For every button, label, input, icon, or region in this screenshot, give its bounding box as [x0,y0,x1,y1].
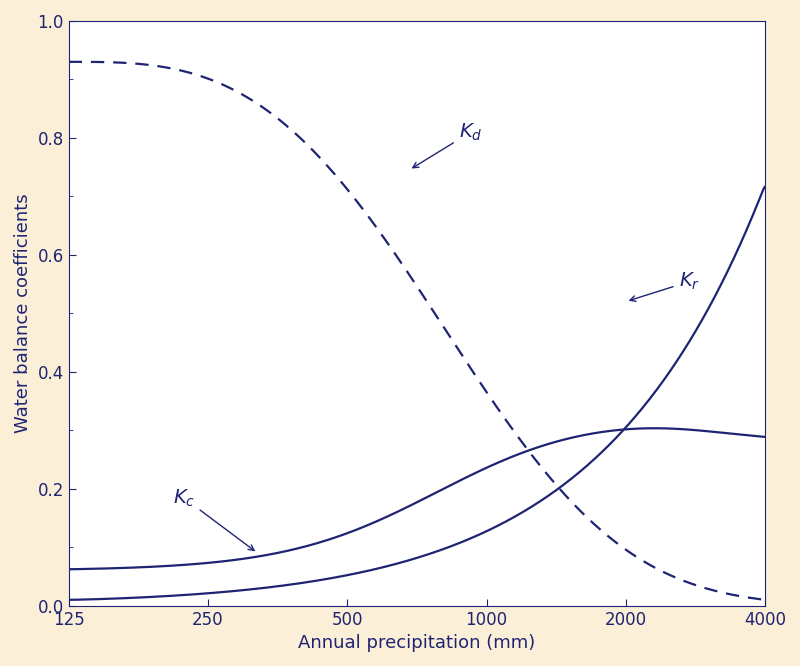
Text: $K_c$: $K_c$ [173,488,254,551]
Text: $K_r$: $K_r$ [630,271,700,301]
X-axis label: Annual precipitation (mm): Annual precipitation (mm) [298,634,535,652]
Text: $K_d$: $K_d$ [413,122,482,168]
Y-axis label: Water balance coefficients: Water balance coefficients [14,194,32,433]
